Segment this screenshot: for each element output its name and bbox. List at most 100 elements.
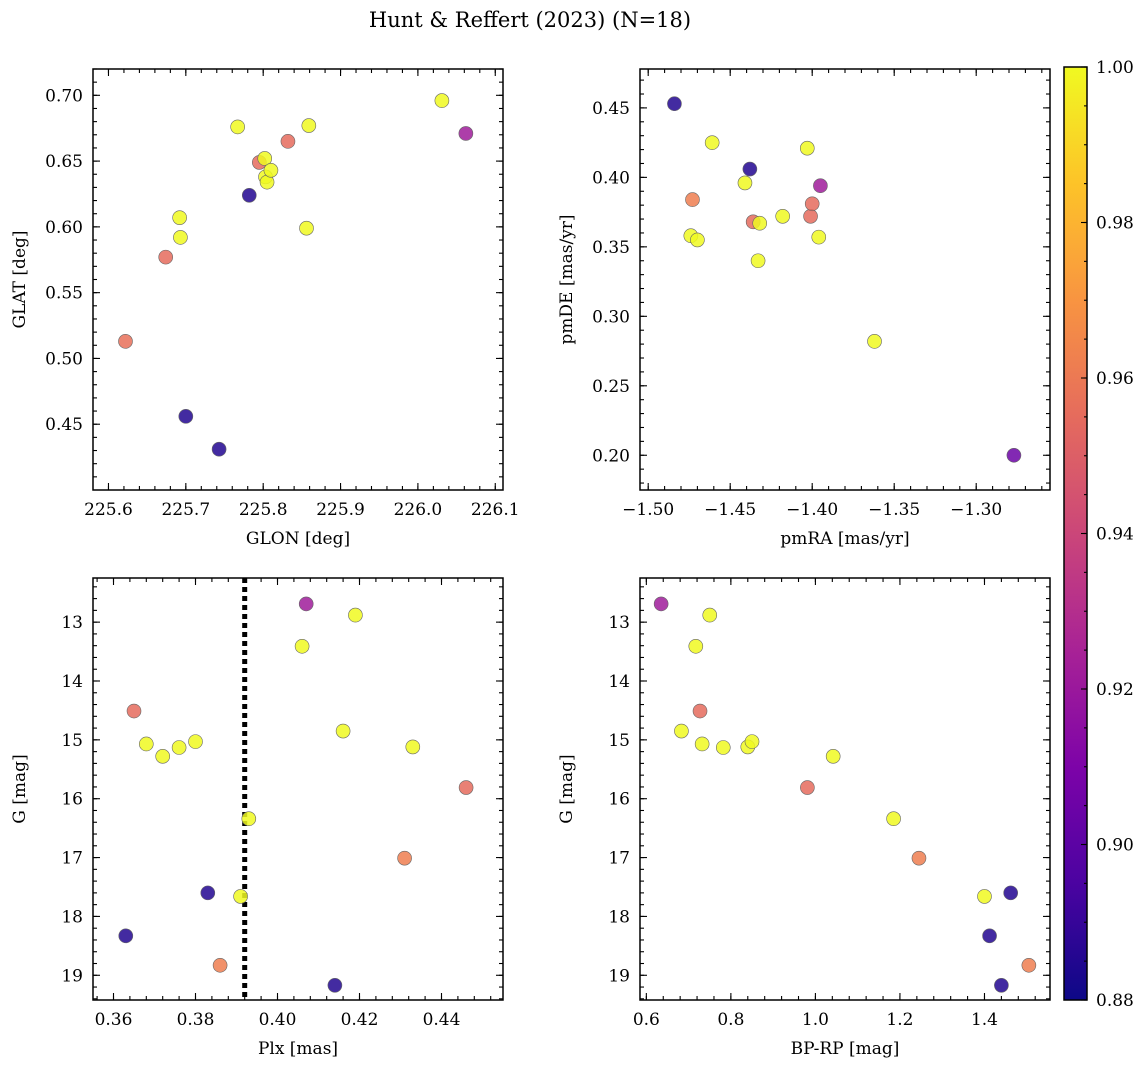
- plot-frame: [639, 577, 1051, 1001]
- data-point: [867, 334, 882, 349]
- y-tick-label: 0.55: [45, 284, 83, 304]
- data-point: [173, 230, 188, 245]
- data-point: [257, 151, 273, 166]
- y-tick-label: 18: [608, 907, 630, 927]
- data-point: [434, 93, 450, 108]
- data-point: [674, 723, 689, 739]
- y-tick-label: 0.20: [592, 446, 630, 466]
- data-point: [211, 441, 227, 457]
- data-point: [188, 734, 203, 749]
- x-tick-label: 225.7: [161, 500, 210, 520]
- data-point: [397, 850, 412, 866]
- data-point: [294, 638, 310, 654]
- data-point: [126, 703, 142, 719]
- x-tick-label: 1.4: [971, 1010, 998, 1030]
- data-point: [800, 780, 815, 795]
- data-point: [886, 811, 901, 827]
- y-tick-label: 0.30: [592, 307, 630, 327]
- plot-frame: [92, 68, 504, 491]
- x-tick-label: 1.2: [886, 1010, 913, 1030]
- data-point: [811, 229, 827, 245]
- x-tick-label: 1.0: [802, 1010, 829, 1030]
- data-point: [667, 96, 682, 112]
- data-point: [737, 175, 753, 191]
- data-point: [155, 749, 170, 764]
- colorbar-tick-label: 0.88: [1096, 991, 1134, 1011]
- x-axis-label: pmRA [mas/yr]: [780, 529, 909, 549]
- y-tick-label: 16: [608, 790, 630, 810]
- y-tick-label: 19: [608, 966, 630, 986]
- data-point: [172, 210, 187, 225]
- x-tick-label: 225.8: [239, 500, 288, 520]
- subplot-4: 0.6 0.8 1.0 1.2 1.4 13 14 15 16 17 18 19 BP-RP [mag]…: [557, 577, 1051, 1059]
- x-tick-label: 0.42: [341, 1010, 379, 1030]
- data-point: [263, 163, 279, 178]
- y-tick-label: 0.70: [45, 86, 83, 106]
- y-tick-label: 0.60: [45, 218, 83, 238]
- y-tick-label: 18: [61, 907, 83, 927]
- y-tick-label: 13: [608, 613, 630, 633]
- y-tick-label: 17: [608, 849, 630, 869]
- tick-marks: [640, 578, 1050, 1000]
- data-point: [458, 780, 474, 795]
- data-point: [750, 253, 766, 269]
- x-tick-label: 0.44: [423, 1010, 461, 1030]
- data-point: [744, 734, 760, 749]
- data-point: [775, 208, 790, 224]
- data-point: [301, 118, 317, 133]
- y-axis-label: G [mag]: [557, 754, 577, 823]
- data-point: [1006, 447, 1022, 463]
- data-point: [702, 607, 718, 623]
- data-point: [803, 208, 818, 224]
- y-axis-label: G [mag]: [10, 754, 30, 823]
- data-point: [825, 749, 841, 764]
- x-tick-label: −1.35: [868, 500, 920, 520]
- data-point: [690, 232, 705, 248]
- x-tick-label: 0.8: [717, 1010, 744, 1030]
- y-tick-label: 14: [61, 672, 83, 692]
- data-point: [299, 220, 314, 236]
- x-tick-label: 0.38: [177, 1010, 215, 1030]
- data-point: [994, 977, 1009, 993]
- data-points: [118, 93, 474, 457]
- data-point: [977, 889, 992, 904]
- data-point: [405, 739, 421, 755]
- data-point: [348, 607, 363, 623]
- x-tick-label: 0.36: [95, 1010, 133, 1030]
- colorbar-tick-label: 0.96: [1096, 369, 1134, 389]
- data-point: [458, 126, 474, 141]
- y-tick-label: 0.50: [45, 349, 83, 369]
- y-axis-label: pmDE [mas/yr]: [557, 214, 577, 344]
- y-tick-label: 13: [61, 613, 83, 633]
- x-tick-label: −1.50: [622, 500, 674, 520]
- data-point: [241, 188, 257, 203]
- data-point: [230, 119, 245, 135]
- data-point: [982, 928, 997, 944]
- data-point: [804, 196, 820, 212]
- data-point: [233, 889, 248, 904]
- x-tick-label: −1.40: [786, 500, 838, 520]
- y-tick-label: 0.25: [592, 377, 630, 397]
- data-point: [742, 161, 758, 177]
- data-points: [653, 596, 1037, 993]
- plot-frame: [639, 68, 1051, 491]
- y-tick-label: 17: [61, 849, 83, 869]
- colorbar-tick-label: 0.98: [1096, 214, 1134, 234]
- figure-title: Hunt & Reffert (2023) (N=18): [369, 8, 691, 32]
- data-point: [799, 140, 815, 156]
- x-axis-label: BP-RP [mag]: [791, 1039, 900, 1059]
- colorbar-tick-label: 0.92: [1096, 680, 1134, 700]
- x-tick-label: 226.1: [471, 500, 520, 520]
- colorbar-tick-label: 1.00: [1096, 58, 1134, 78]
- y-tick-label: 0.45: [45, 415, 83, 435]
- x-tick-label: 225.6: [84, 500, 133, 520]
- data-points: [667, 96, 1022, 463]
- colorbar-ticks: [1081, 66, 1087, 1001]
- x-axis-label: Plx [mas]: [258, 1039, 338, 1059]
- colorbar-tick-label: 0.94: [1096, 525, 1134, 545]
- data-point: [335, 723, 351, 739]
- y-tick-label: 19: [61, 966, 83, 986]
- y-tick-label: 15: [61, 731, 83, 751]
- data-point: [241, 811, 257, 827]
